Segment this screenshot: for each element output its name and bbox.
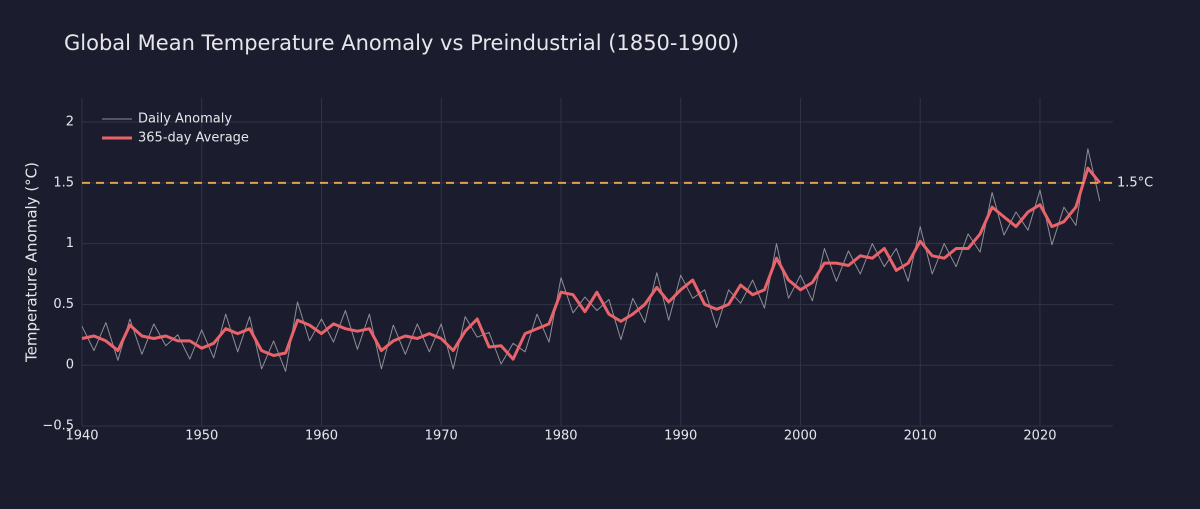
x-tick-label: 1990 <box>664 429 697 444</box>
x-tick-label: 2000 <box>784 429 817 444</box>
chart-title: Global Mean Temperature Anomaly vs Prein… <box>64 31 739 55</box>
y-tick-label: 0 <box>66 358 74 373</box>
legend-label: Daily Anomaly <box>138 112 232 127</box>
x-tick-label: 1950 <box>185 429 218 444</box>
y-tick-label: 2 <box>66 115 74 130</box>
y-axis-label: Temperature Anomaly (°C) <box>23 162 41 363</box>
y-tick-label: 0.5 <box>53 297 74 312</box>
x-tick-label: 2010 <box>904 429 937 444</box>
x-tick-label: 1960 <box>305 429 338 444</box>
x-tick-label: 2020 <box>1023 429 1056 444</box>
y-tick-label: 1 <box>66 236 74 251</box>
x-tick-label: 1940 <box>65 429 98 444</box>
x-tick-label: 1970 <box>425 429 458 444</box>
reference-label: 1.5°C <box>1117 175 1153 190</box>
x-tick-label: 1980 <box>544 429 577 444</box>
y-tick-label: −0.5 <box>42 419 74 434</box>
legend-label: 365-day Average <box>138 131 249 146</box>
y-tick-label: 1.5 <box>53 175 74 190</box>
series-line <box>81 166 1101 361</box>
